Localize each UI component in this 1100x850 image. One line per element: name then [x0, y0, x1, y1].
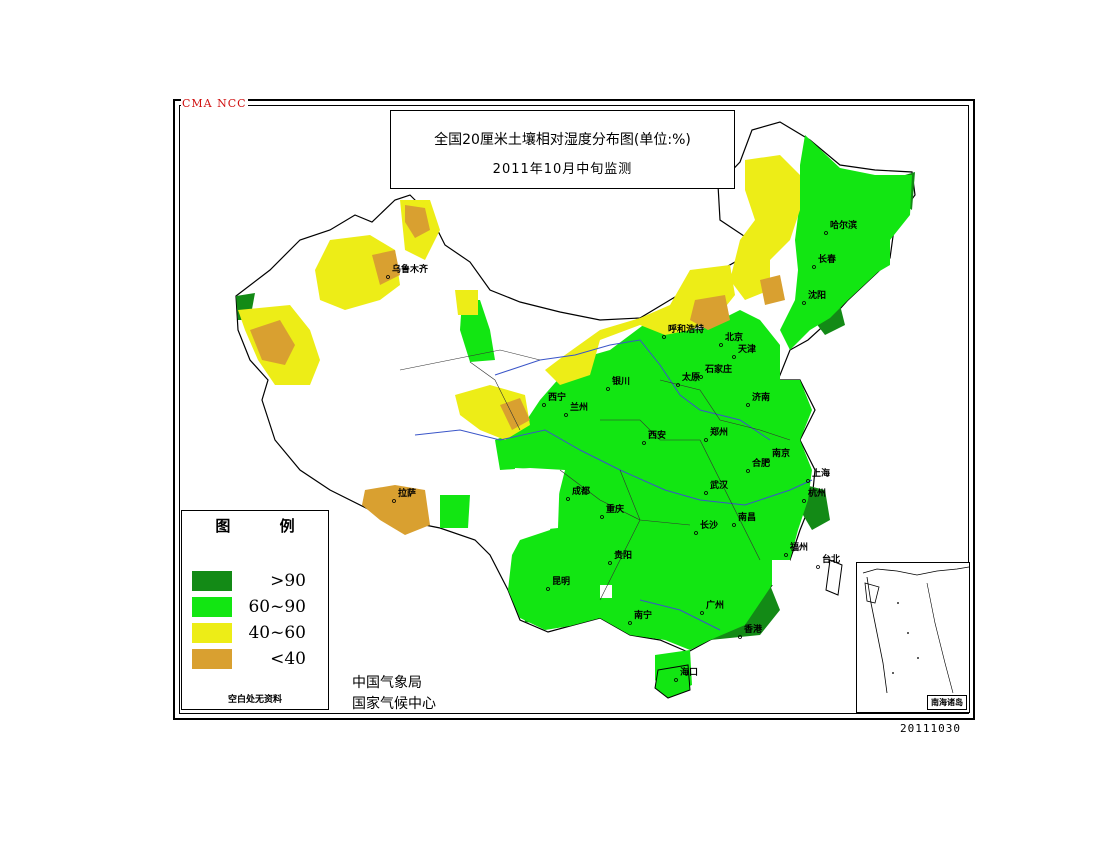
city-marker — [704, 491, 708, 495]
city-marker — [546, 587, 550, 591]
region-lt40 — [250, 205, 785, 535]
legend-label: 40~60 — [248, 623, 306, 643]
date-stamp: 20111030 — [900, 722, 961, 735]
hainan — [654, 664, 691, 699]
city-label: 重庆 — [606, 503, 624, 515]
city-marker — [676, 383, 680, 387]
city-label: 福州 — [789, 541, 808, 553]
legend-swatch — [192, 597, 232, 617]
agency-name: 中国气象局 — [352, 675, 422, 691]
map-title: 全国20厘米土壤相对湿度分布图(单位:%) — [434, 132, 691, 148]
city-marker — [746, 469, 750, 473]
org-mark: CMA NCC — [181, 97, 248, 110]
city-marker — [566, 497, 570, 501]
city-marker — [802, 301, 806, 305]
map-subtitle: 2011年10月中旬监测 — [492, 162, 633, 177]
map-outer-frame — [173, 99, 975, 720]
city-marker — [628, 621, 632, 625]
city-label: 南宁 — [634, 609, 652, 621]
city-marker — [674, 678, 678, 682]
city-marker — [802, 499, 806, 503]
city-marker — [606, 387, 610, 391]
city-marker — [700, 611, 704, 615]
map-title-box: 全国20厘米土壤相对湿度分布图(单位:%) 2011年10月中旬监测 — [390, 110, 735, 189]
city-marker — [694, 531, 698, 535]
legend-item-lt40: <40 — [192, 649, 322, 671]
city-marker — [816, 565, 820, 569]
city-marker — [542, 403, 546, 407]
city-label: 上海 — [812, 467, 830, 479]
city-label: 西安 — [648, 429, 666, 441]
city-label: 天津 — [738, 343, 756, 355]
legend-note: 空白处无资料 — [227, 695, 282, 705]
city-label: 兰州 — [570, 401, 588, 413]
city-label: 杭州 — [808, 487, 826, 499]
city-label: 银川 — [612, 375, 630, 387]
city-marker — [386, 275, 390, 279]
city-label: 南昌 — [738, 511, 756, 523]
city-label: 成都 — [572, 485, 590, 497]
city-label: 香港 — [743, 623, 763, 635]
city-label: 台北 — [822, 553, 840, 565]
legend-label: 60~90 — [248, 597, 306, 617]
city-label: 南京 — [772, 447, 790, 459]
city-marker — [824, 231, 828, 235]
city-label: 西宁 — [548, 391, 566, 403]
city-label: 武汉 — [710, 479, 729, 491]
city-marker — [642, 441, 646, 445]
city-label: 呼和浩特 — [668, 323, 704, 335]
legend-heading: 图 例 — [215, 517, 317, 535]
city-marker — [662, 335, 666, 339]
city-label: 长春 — [818, 253, 837, 265]
city-label: 沈阳 — [808, 289, 826, 301]
city-marker — [784, 553, 788, 557]
legend-label: >90 — [270, 571, 306, 591]
legend-item-40-60: 40~60 — [192, 623, 322, 645]
city-marker — [704, 438, 708, 442]
taiwan — [825, 559, 843, 596]
city-marker — [732, 355, 736, 359]
city-label: 北京 — [725, 331, 743, 343]
city-marker — [766, 459, 770, 463]
legend-item-gt90: >90 — [192, 571, 322, 593]
city-label: 广州 — [706, 599, 724, 611]
city-label: 哈尔滨 — [830, 219, 857, 231]
legend-swatch — [192, 649, 232, 669]
city-label: 石家庄 — [704, 363, 732, 375]
city-label: 合肥 — [752, 457, 770, 469]
agency-subname: 国家气候中心 — [352, 696, 436, 712]
city-marker — [719, 343, 723, 347]
city-marker — [600, 515, 604, 519]
city-marker — [564, 413, 568, 417]
legend-swatch — [192, 571, 232, 591]
map-inner-frame — [179, 105, 969, 714]
legend-item-60-90: 60~90 — [192, 597, 322, 619]
city-label: 太原 — [681, 371, 700, 383]
city-label: 拉萨 — [398, 487, 416, 499]
city-marker — [806, 479, 810, 483]
city-marker — [746, 403, 750, 407]
inset-label: 南海诸岛 — [927, 695, 967, 710]
city-marker — [699, 375, 703, 379]
city-marker — [392, 499, 396, 503]
legend: 图 例 >90 60~90 40~60 <40 空白处无资料 — [181, 510, 329, 710]
city-marker — [732, 523, 736, 527]
city-label: 郑州 — [710, 426, 728, 438]
city-label: 海口 — [680, 666, 698, 678]
legend-label: <40 — [270, 649, 306, 669]
city-label: 济南 — [752, 391, 770, 403]
city-label: 昆明 — [552, 576, 570, 587]
city-marker — [738, 635, 742, 639]
legend-swatch — [192, 623, 232, 643]
city-label: 乌鲁木齐 — [392, 263, 429, 275]
city-marker — [608, 561, 612, 565]
south-china-sea-inset: 南海诸岛 — [856, 562, 970, 713]
city-label: 贵阳 — [614, 549, 632, 561]
city-label: 长沙 — [700, 519, 718, 531]
city-marker — [812, 265, 816, 269]
